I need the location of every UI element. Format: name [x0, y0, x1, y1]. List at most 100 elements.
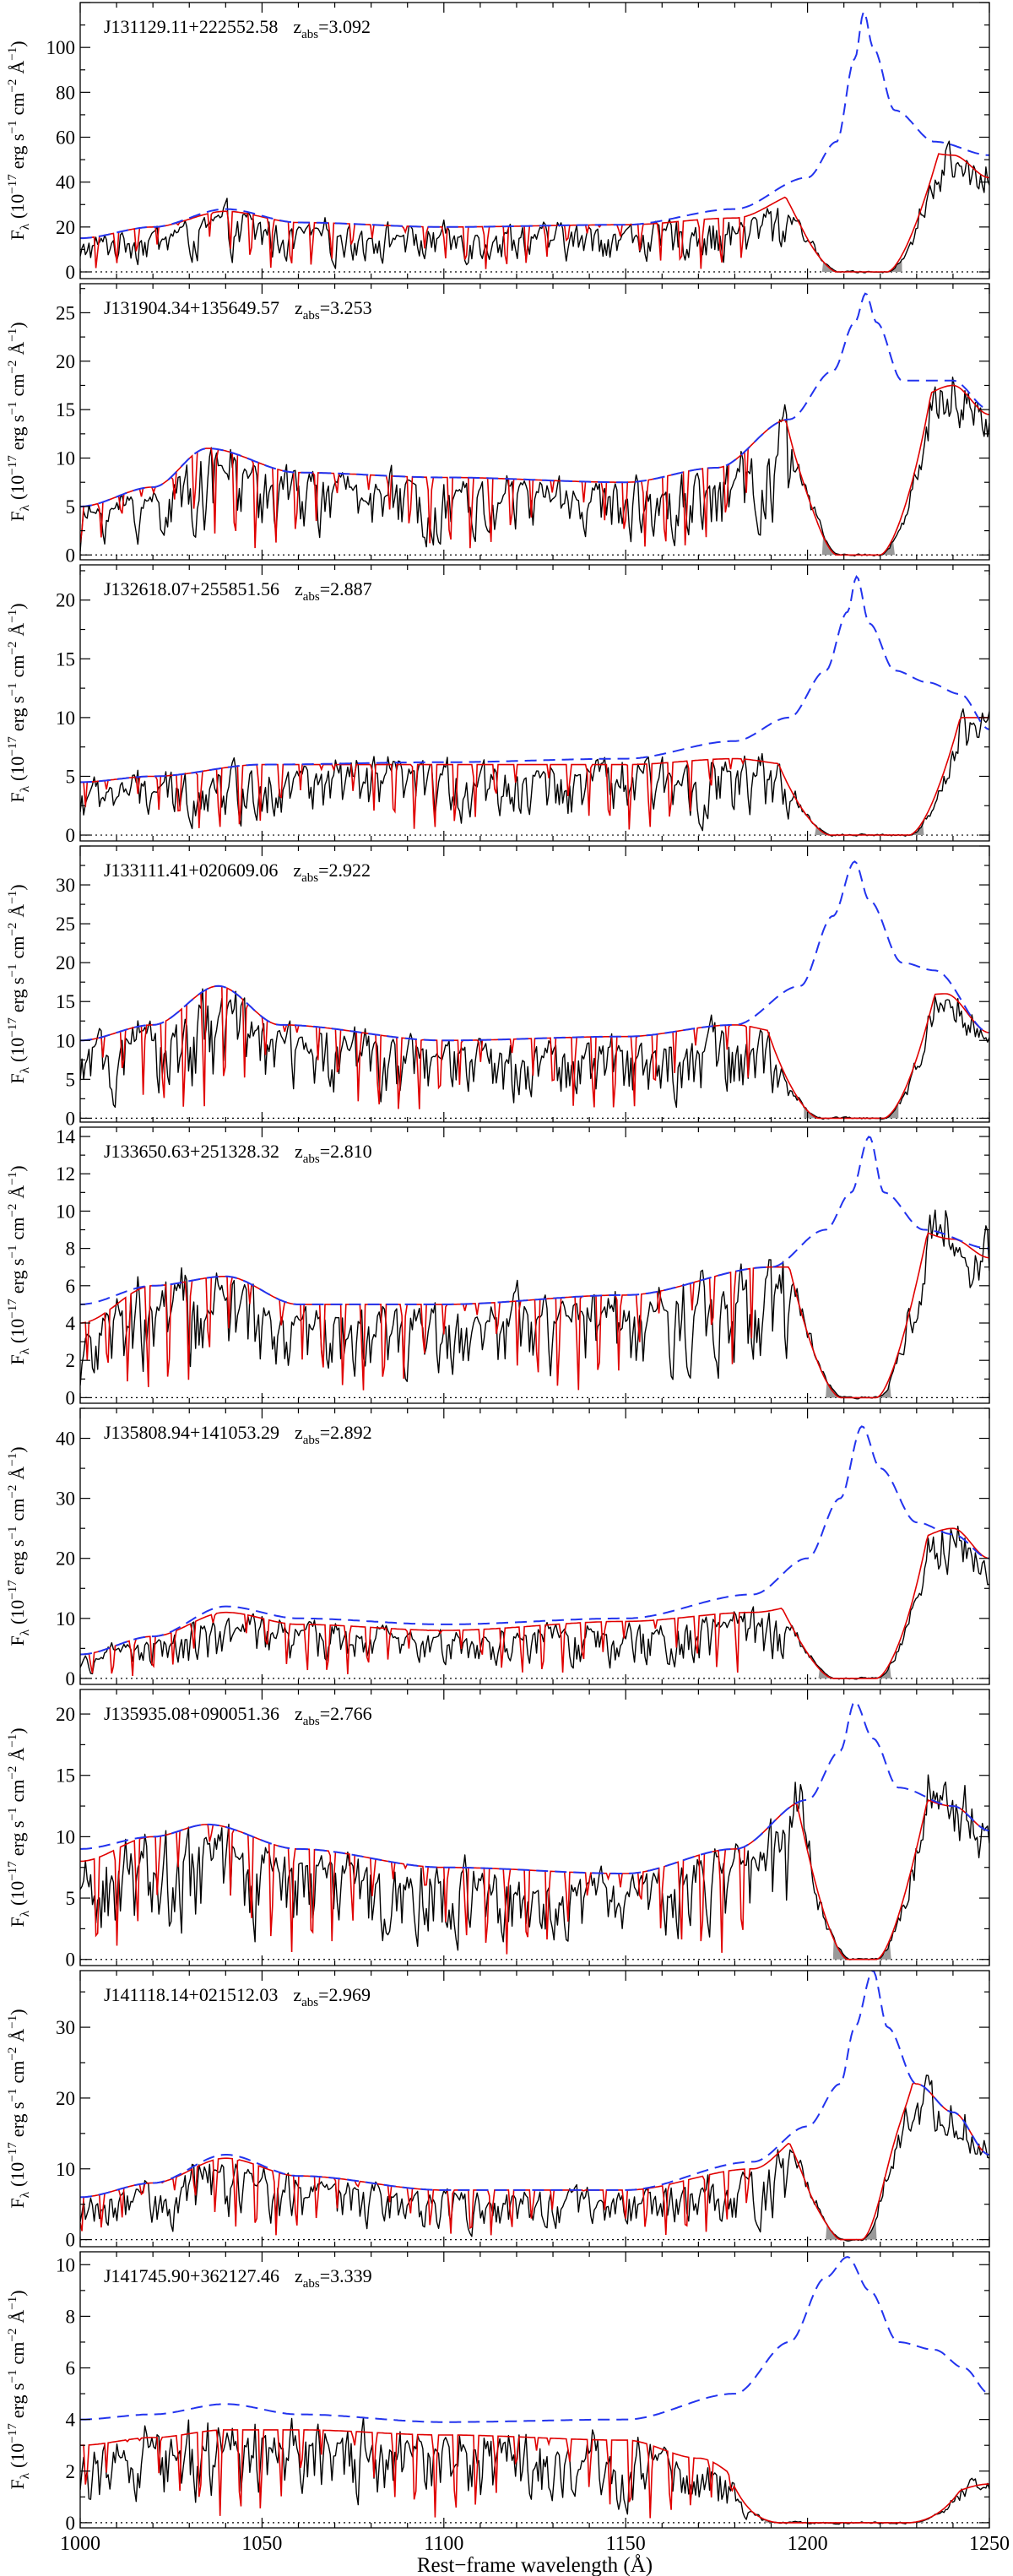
y-label-exp: −2: [6, 1766, 19, 1780]
panel-label: J132618.07+255851.56 zabs=2.887: [104, 578, 372, 604]
continuum-line: [80, 1971, 989, 2199]
y-label-sub: λ: [19, 2191, 32, 2198]
y-label-exp: −2: [6, 361, 19, 374]
z-abs-value: =2.887: [320, 578, 372, 599]
y-tick-label: 5: [66, 766, 76, 787]
fit-model-line: [80, 1527, 989, 1679]
spectrum-panel: 0 5 10 15 20 J135935.08+090051.36 zabs=2.766 Fλ…: [6, 1689, 990, 1971]
panel-frame: [79, 845, 990, 1123]
y-label-exp: −17: [6, 1017, 19, 1038]
y-tick-label: 15: [56, 991, 75, 1012]
y-label-sub: λ: [19, 223, 32, 230]
y-label-sub: λ: [19, 1910, 32, 1917]
continuum-line: [80, 2256, 989, 2423]
y-label-units-d: Å: [7, 2029, 28, 2042]
quasar-name: J135935.08+090051.36: [104, 1703, 279, 1724]
y-label-exp: −17: [6, 1861, 19, 1881]
z-abs-label: z: [295, 578, 303, 599]
y-tick-label: 100: [46, 37, 76, 58]
y-label-exp: −1: [6, 1245, 19, 1258]
z-abs-subscript: abs: [303, 2277, 320, 2291]
observed-spectrum-line: [80, 2416, 989, 2525]
spectrum-panel: 0 5 10 15 20 25 30 J133111.41+020609.06 zabs=2.9…: [6, 845, 990, 1129]
y-tick-label: 20: [56, 1548, 75, 1570]
y-label-units-d: Å: [7, 61, 28, 74]
y-label-f: F: [7, 1917, 28, 1927]
y-label-exp: −1: [6, 47, 19, 61]
y-tick-label: 4: [66, 2410, 76, 2431]
continuum-line: [80, 292, 989, 507]
y-label-sub: λ: [19, 504, 32, 511]
z-abs-label: z: [295, 297, 303, 318]
y-label-units-b: erg s: [7, 1820, 28, 1856]
plot-area: [80, 1425, 989, 1680]
y-tick-label: 0: [66, 2230, 76, 2251]
absorber-core-fill: [826, 1381, 891, 1398]
y-label-units: (10: [7, 1319, 28, 1343]
fit-model-line: [80, 153, 989, 273]
y-label-units-d: Å: [7, 1467, 28, 1480]
absorber-core-fill: [821, 259, 902, 272]
y-label-units-d: Å: [7, 904, 28, 918]
panel-label: J141118.14+021512.03 zabs=2.969: [104, 1984, 371, 2009]
observed-spectrum-line: [80, 1209, 989, 1400]
y-axis-label: Fλ(10−17erg s−1cm−2Å−1): [6, 322, 32, 521]
y-label-exp: −1: [6, 2015, 19, 2029]
z-abs-value: =2.969: [318, 1984, 371, 2005]
y-tick-label: 5: [66, 496, 76, 518]
y-tick-label: 10: [56, 1608, 75, 1630]
y-tick-label: 0: [66, 262, 76, 283]
z-abs-value: =3.092: [318, 16, 371, 37]
z-abs-label: z: [293, 860, 301, 881]
z-abs-value: =2.922: [318, 860, 371, 881]
z-abs-subscript: abs: [303, 1152, 320, 1166]
y-label-f: F: [7, 1073, 28, 1083]
x-tick-label: 1000: [60, 2533, 100, 2555]
y-tick-label: 30: [56, 2017, 75, 2038]
y-label-units-c: cm: [7, 1499, 28, 1521]
y-label-units-b: erg s: [7, 415, 28, 450]
y-label-units-c: cm: [7, 1217, 28, 1240]
y-axis-label: Fλ(10−17erg s−1cm−2Å−1): [6, 1446, 32, 1646]
observed-spectrum-line: [80, 1526, 989, 1680]
y-label-exp: −1: [6, 2297, 19, 2310]
y-axis-label: Fλ(10−17erg s−1cm−2Å−1): [6, 603, 32, 802]
plot-area: [80, 292, 989, 557]
absorber-core-fill: [821, 534, 895, 556]
y-label-close: ): [7, 322, 28, 328]
y-label-sub: λ: [19, 1629, 32, 1635]
y-label-exp: −1: [6, 891, 19, 904]
y-label-sub: λ: [19, 785, 32, 792]
x-tick-label: 1050: [241, 2533, 282, 2555]
y-label-units: (10: [7, 1600, 28, 1624]
panel-label: J133111.41+020609.06 zabs=2.922: [104, 860, 371, 885]
y-axis-label: Fλ(10−17erg s−1cm−2Å−1): [6, 1165, 32, 1364]
y-tick-label: 30: [56, 1489, 75, 1510]
y-label-f: F: [7, 230, 28, 240]
y-tick-label: 0: [66, 1387, 76, 1408]
y-tick-label: 10: [56, 1201, 75, 1222]
y-tick-label: 10: [56, 2159, 75, 2180]
y-label-units-c: cm: [7, 1780, 28, 1803]
y-tick-label: 0: [66, 1950, 76, 1971]
y-tick-label: 0: [66, 1668, 76, 1689]
continuum-line: [80, 1700, 989, 1874]
y-tick-label: 25: [56, 914, 75, 935]
absorber-core-fill: [826, 2220, 877, 2240]
absorber-core-fill: [804, 1102, 899, 1119]
x-tick-label: 1100: [424, 2533, 463, 2555]
y-label-exp: −1: [6, 120, 19, 133]
z-abs-value: =2.766: [320, 1703, 372, 1724]
y-label-exp: −2: [6, 2329, 19, 2342]
y-label-exp: −17: [6, 1580, 19, 1600]
z-abs-subscript: abs: [303, 590, 320, 604]
panel-frame: [79, 2251, 990, 2529]
y-tick-label: 20: [56, 1704, 75, 1725]
continuum-line: [80, 10, 989, 240]
y-label-units-d: Å: [7, 1185, 28, 1199]
spectrum-panel: 0 2 4 6 8 10 12 14 J133650.63+251328.32 zabs=2.81…: [6, 1126, 990, 1408]
y-tick-label: 60: [56, 127, 75, 149]
panel-frame: [79, 1407, 990, 1685]
y-label-exp: −1: [6, 1172, 19, 1185]
